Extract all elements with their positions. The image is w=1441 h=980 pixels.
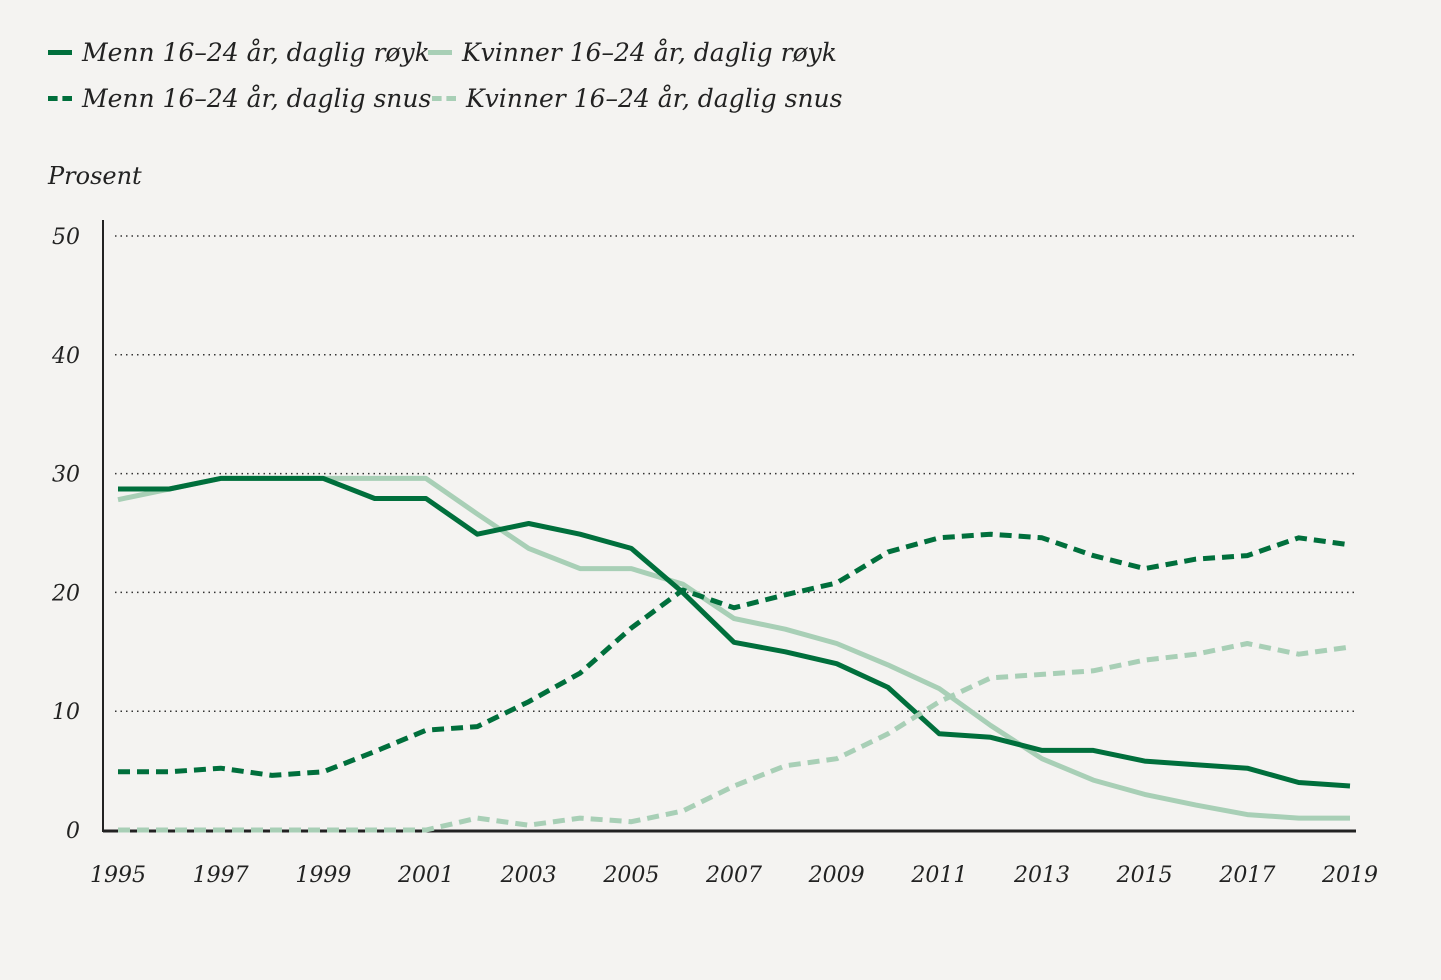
legend-item-menn-royk: Menn 16–24 år, daglig røyk [48, 38, 430, 67]
series-line-3 [118, 641, 1351, 833]
legend-item-menn-snus: Menn 16–24 år, daglig snus [48, 84, 431, 113]
series-line-0 [118, 475, 1351, 789]
x-tick-label: 2007 [705, 863, 762, 888]
x-tick-label: 2009 [808, 863, 865, 888]
legend-item-kvinner-royk: Kvinner 16–24 år, daglig røyk [428, 38, 837, 67]
legend-label: Menn 16–24 år, daglig røyk [82, 38, 430, 67]
x-tick-label: 1997 [193, 863, 249, 888]
y-tick-label: 30 [52, 463, 80, 488]
x-tick-label: 2005 [602, 863, 659, 888]
y-tick-label: 10 [52, 700, 80, 725]
y-tick-label: 0 [66, 819, 80, 844]
legend-label: Kvinner 16–24 år, daglig snus [466, 84, 843, 113]
x-tick-label: 2003 [500, 863, 557, 888]
x-tick-label: 1999 [295, 863, 351, 888]
y-tick-label: 40 [51, 344, 80, 369]
y-tick-label: 20 [51, 581, 80, 606]
x-tick-label: 2017 [1218, 863, 1275, 888]
legend-label: Menn 16–24 år, daglig snus [82, 84, 432, 113]
legend-swatch [432, 96, 456, 101]
x-tick-label: 2019 [1321, 863, 1378, 888]
x-tick-label: 2013 [1013, 863, 1070, 888]
y-axis-label: Prosent [48, 162, 142, 190]
legend-swatch [428, 50, 452, 55]
x-tick-label: 2015 [1116, 863, 1173, 888]
x-tick-label: 1995 [90, 863, 146, 888]
legend-swatch [48, 50, 72, 55]
legend-swatch [48, 96, 72, 101]
x-tick-label: 2001 [397, 863, 454, 888]
legend-label: Kvinner 16–24 år, daglig røyk [462, 38, 837, 67]
series-line-1 [117, 475, 1350, 821]
x-tick-label: 2011 [910, 863, 967, 888]
series-line-2 [118, 531, 1351, 778]
y-tick-label: 50 [52, 225, 80, 250]
legend-item-kvinner-snus: Kvinner 16–24 år, daglig snus [432, 84, 842, 113]
